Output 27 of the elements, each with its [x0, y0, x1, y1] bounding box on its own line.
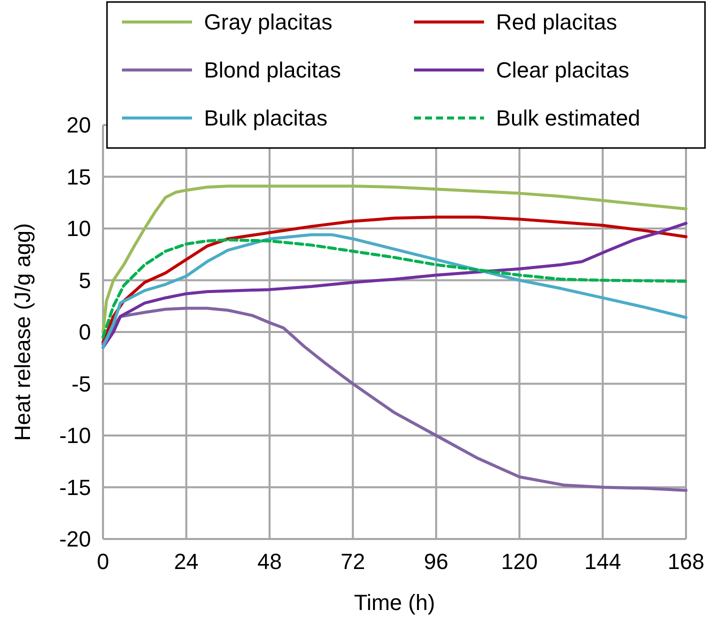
y-tick-label: -20 — [59, 526, 91, 552]
legend-label: Gray placitas — [204, 10, 332, 35]
x-tick-label: 72 — [340, 549, 366, 574]
y-tick-label: -15 — [59, 474, 91, 500]
y-tick-label: -10 — [59, 423, 91, 448]
x-tick-label: 48 — [257, 549, 282, 574]
legend-label: Bulk estimated — [496, 106, 640, 131]
x-tick-label: 120 — [501, 549, 538, 574]
legend-label: Blond placitas — [204, 58, 341, 83]
y-tick-label: 0 — [78, 320, 91, 345]
y-tick-label: 15 — [66, 164, 91, 190]
line-series — [102, 184, 688, 334]
x-tick-label: 96 — [424, 549, 448, 574]
y-tick-label: 10 — [66, 216, 91, 242]
y-tick-label: 5 — [78, 268, 91, 293]
line-series — [102, 306, 688, 492]
legend-label: Bulk placitas — [204, 106, 328, 131]
legend-label: Red placitas — [496, 10, 618, 35]
y-axis-title: Heat release (J/g agg) — [10, 223, 35, 441]
legend-label: Clear placitas — [496, 58, 630, 83]
x-tick-label: 144 — [584, 549, 622, 574]
y-tick-label: 20 — [66, 112, 91, 138]
x-axis-title: Time (h) — [354, 590, 436, 615]
x-tick-label: 0 — [96, 549, 110, 574]
x-tick-label: 168 — [668, 549, 704, 574]
y-tick-label: -5 — [71, 371, 91, 396]
x-tick-label: 24 — [174, 549, 199, 574]
